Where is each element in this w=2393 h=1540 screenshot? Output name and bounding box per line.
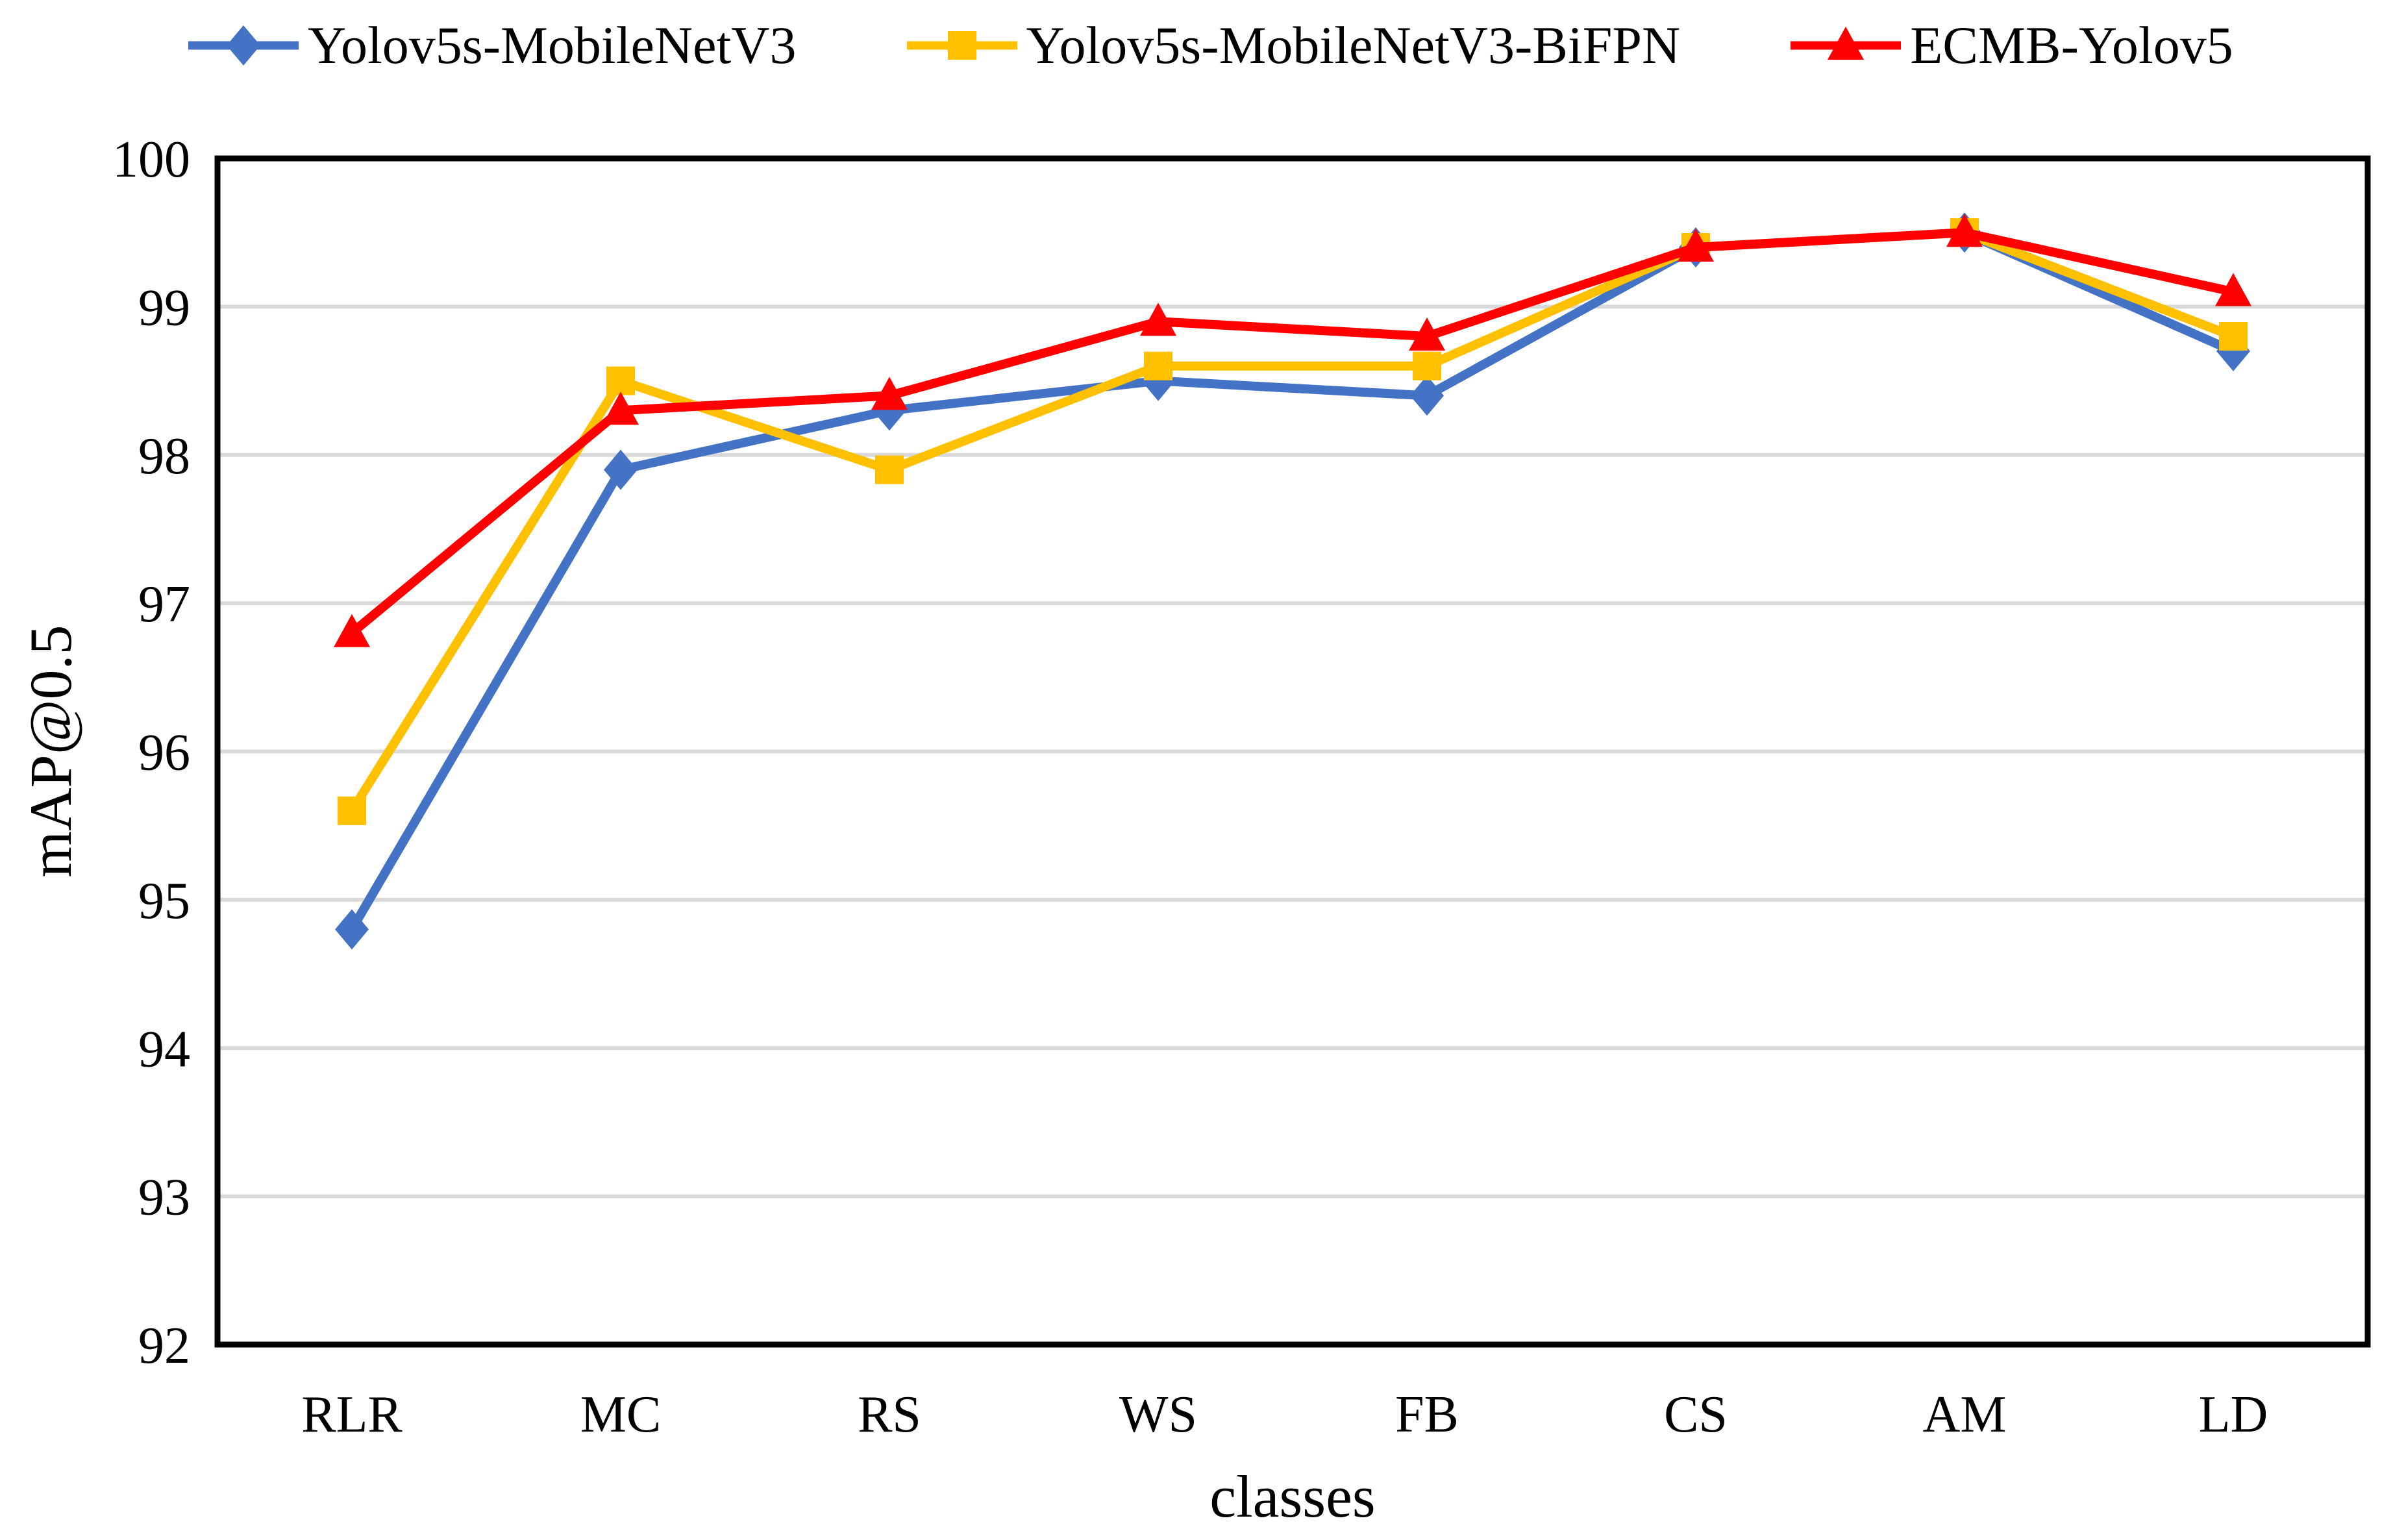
triangle-marker-icon bbox=[334, 614, 370, 647]
y-tick-label: 98 bbox=[138, 428, 190, 485]
y-tick-label: 97 bbox=[138, 576, 190, 633]
y-tick-label: 99 bbox=[138, 279, 190, 336]
y-tick-label: 93 bbox=[138, 1169, 190, 1226]
plot-frame bbox=[214, 155, 2371, 1348]
chart-legend: Yolov5s-MobileNetV3 Yolov5s-MobileNetV3-… bbox=[188, 9, 2233, 82]
diamond-marker-icon bbox=[335, 909, 369, 950]
series-Yolov5s-MobileNetV3 bbox=[335, 212, 2250, 950]
triangle-marker-icon bbox=[871, 377, 908, 410]
legend-label: Yolov5s-MobileNetV3-BiFPN bbox=[1026, 16, 1681, 75]
square-marker-icon bbox=[947, 31, 976, 60]
diamond-marker-icon bbox=[1410, 375, 1444, 416]
x-tick-label: RLR bbox=[301, 1386, 403, 1443]
series-ECMB-Yolov5 bbox=[334, 214, 2251, 647]
square-marker-icon bbox=[606, 366, 635, 395]
diamond-marker-icon bbox=[604, 449, 638, 490]
square-marker-icon bbox=[875, 455, 904, 484]
legend-item-yolov5s-mobilenetv3: Yolov5s-MobileNetV3 bbox=[188, 9, 797, 82]
y-axis-title: mAP@0.5 bbox=[18, 625, 84, 878]
series-line bbox=[347, 228, 2238, 815]
square-marker-icon bbox=[906, 31, 1017, 60]
square-marker-icon bbox=[1413, 351, 1441, 380]
diamond-marker-icon bbox=[188, 25, 299, 66]
series-Yolov5s-MobileNetV3-BiFPN bbox=[338, 218, 2248, 825]
x-tick-label: AM bbox=[1923, 1386, 2007, 1443]
x-tick-label: FB bbox=[1395, 1386, 1459, 1443]
triangle-marker-icon bbox=[1791, 27, 1902, 60]
y-tick-label: 92 bbox=[138, 1317, 190, 1374]
legend-item-ecmb-yolov5: ECMB-Yolov5 bbox=[1791, 9, 2233, 82]
diamond-marker-icon bbox=[227, 25, 260, 66]
triangle-marker-icon bbox=[602, 391, 639, 425]
x-tick-label: LD bbox=[2199, 1386, 2268, 1443]
y-tick-label: 96 bbox=[138, 725, 190, 782]
triangle-marker-icon bbox=[1946, 214, 1983, 247]
series-line bbox=[347, 228, 2238, 638]
legend-label: ECMB-Yolov5 bbox=[1910, 16, 2233, 75]
x-tick-label: CS bbox=[1664, 1386, 1728, 1443]
y-tick-label: 94 bbox=[138, 1021, 190, 1078]
y-tick-label: 95 bbox=[138, 873, 190, 930]
x-tick-label: RS bbox=[858, 1386, 921, 1443]
x-axis-title: classes bbox=[1209, 1463, 1376, 1530]
legend-item-yolov5s-mobilenetv3-bifpn: Yolov5s-MobileNetV3-BiFPN bbox=[906, 9, 1681, 82]
square-marker-icon bbox=[338, 796, 366, 825]
triangle-marker-icon bbox=[2215, 273, 2251, 306]
square-marker-icon bbox=[1144, 351, 1172, 380]
triangle-marker-icon bbox=[1409, 317, 1445, 351]
x-tick-label: WS bbox=[1119, 1386, 1197, 1443]
square-marker-icon bbox=[2219, 322, 2248, 351]
triangle-marker-icon bbox=[1678, 229, 1714, 262]
triangle-marker-icon bbox=[1140, 303, 1176, 336]
x-tick-label: MC bbox=[580, 1386, 662, 1443]
triangle-marker-icon bbox=[1828, 27, 1865, 60]
series-line bbox=[347, 228, 2238, 934]
y-tick-label: 100 bbox=[112, 131, 190, 188]
legend-label: Yolov5s-MobileNetV3 bbox=[308, 16, 797, 75]
